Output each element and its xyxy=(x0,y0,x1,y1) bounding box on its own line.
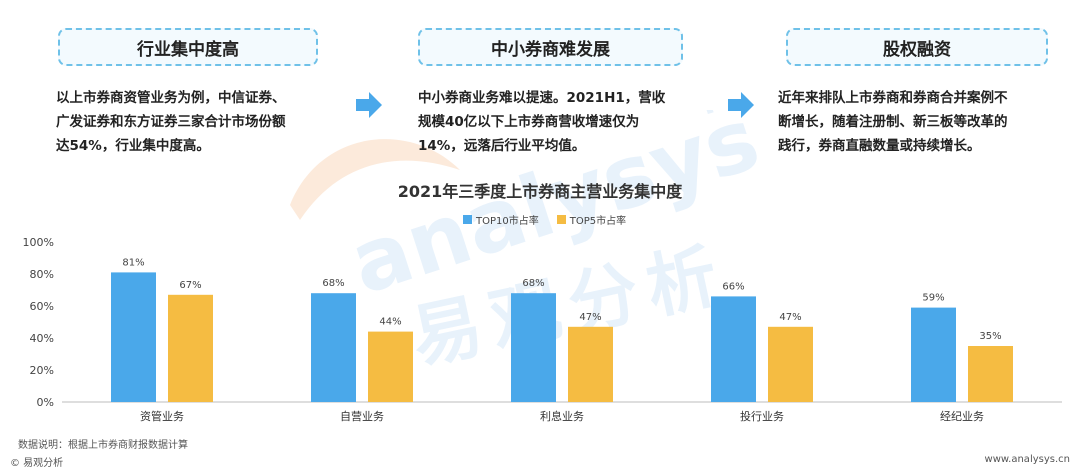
y-tick-label: 60% xyxy=(30,300,54,313)
y-tick-label: 100% xyxy=(23,236,54,249)
data-label: 35% xyxy=(979,331,1001,342)
y-tick-label: 40% xyxy=(30,332,54,345)
x-tick-label: 自营业务 xyxy=(340,409,384,423)
chart-title: 2021年三季度上市券商主营业务集中度 xyxy=(397,182,683,201)
bar-top5 xyxy=(168,294,213,402)
legend-swatch-top5 xyxy=(556,215,566,224)
card-title-box-2: 中小券商难发展 xyxy=(418,28,683,66)
x-tick-label: 资管业务 xyxy=(140,409,184,423)
y-tick-label: 80% xyxy=(30,268,54,281)
card-body-1: 以上市券商资管业务为例，中信证券、 广发证券和东方证券三家合计市场份额 达54%… xyxy=(56,86,346,158)
legend-swatch-top10 xyxy=(463,215,472,224)
card-title-2: 中小券商难发展 xyxy=(491,39,610,60)
bar-top5 xyxy=(968,346,1013,402)
data-label: 68% xyxy=(522,278,544,289)
x-tick-label: 经纪业务 xyxy=(940,410,984,423)
card-body-3: 近年来排队上市券商和券商合并案例不 断增长，随着注册制、新三板等改革的 践行，券… xyxy=(778,86,1070,158)
legend-label-top10: TOP10市占率 xyxy=(476,216,539,227)
data-label: 47% xyxy=(779,312,801,323)
bar-top5 xyxy=(368,331,413,402)
card-line: 中小券商业务难以提速。2021H1，营收 xyxy=(418,90,666,106)
bar-top10 xyxy=(711,296,756,402)
data-label: 47% xyxy=(579,312,601,323)
card-title-box-1: 行业集中度高 xyxy=(58,28,318,66)
data-note: 数据说明：根据上市券商财报数据计算 xyxy=(18,440,188,451)
footer-copyright: © 易观分析 xyxy=(10,458,64,469)
y-tick-label: 20% xyxy=(30,364,54,377)
x-tick-label: 投行业务 xyxy=(740,409,784,423)
legend-item-top5: TOP5市占率 xyxy=(556,212,627,227)
card-title-box-3: 股权融资 xyxy=(786,28,1048,66)
card-line: 断增长，随着注册制、新三板等改革的 xyxy=(778,114,1008,130)
bar-top5 xyxy=(768,326,813,402)
card-line: 规模40亿以下上市券商营收增速仅为 xyxy=(418,114,640,130)
card-line: 以上市券商资管业务为例，中信证券、 xyxy=(56,90,286,106)
arrow-right-icon xyxy=(728,92,754,118)
data-label: 68% xyxy=(322,278,344,289)
data-label: 66% xyxy=(722,281,744,292)
data-label: 67% xyxy=(179,280,201,291)
data-label: 44% xyxy=(379,317,401,328)
data-label: 59% xyxy=(922,293,944,304)
bar-top10 xyxy=(911,307,956,402)
card-line: 近年来排队上市券商和券商合并案例不 xyxy=(778,90,1008,106)
legend-item-top10: TOP10市占率 xyxy=(463,212,539,227)
card-line: 广发证券和东方证券三家合计市场份额 xyxy=(56,114,286,130)
card-line: 达54%，行业集中度高。 xyxy=(56,138,210,154)
chart-legend: TOP10市占率 TOP5市占率 xyxy=(463,212,626,227)
card-title-1: 行业集中度高 xyxy=(137,39,239,60)
bar-top10 xyxy=(511,293,556,402)
legend-label-top5: TOP5市占率 xyxy=(569,216,627,227)
data-label: 81% xyxy=(122,257,144,268)
card-body-2: 中小券商业务难以提速。2021H1，营收 规模40亿以下上市券商营收增速仅为 1… xyxy=(418,86,708,158)
bar-top5 xyxy=(568,326,613,402)
footer-website: www.analysys.cn xyxy=(984,454,1070,465)
card-line: 践行，券商直融数量或持续增长。 xyxy=(778,138,981,154)
y-tick-label: 0% xyxy=(37,396,54,409)
bar-top10 xyxy=(311,293,356,402)
card-line: 14%，远落后行业平均值。 xyxy=(418,138,586,154)
card-title-3: 股权融资 xyxy=(883,39,951,60)
arrow-right-icon xyxy=(356,92,382,118)
bar-top10 xyxy=(111,272,156,402)
x-tick-label: 利息业务 xyxy=(540,409,584,423)
